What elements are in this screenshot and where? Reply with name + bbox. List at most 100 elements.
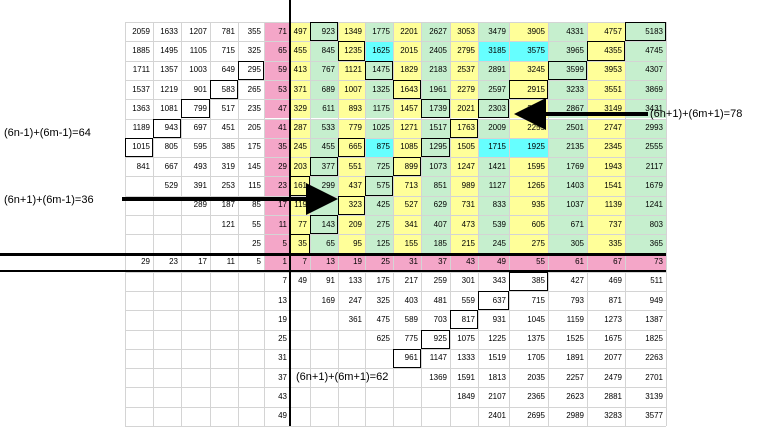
upper-cell: 1763	[450, 118, 478, 138]
lower-cell: 481	[433, 295, 447, 305]
upper-cell: 335	[587, 234, 625, 254]
upper-cell: 203	[290, 157, 310, 177]
lower-cell: 403	[404, 295, 418, 305]
upper-cell: 29	[264, 157, 290, 177]
upper-cell: 121	[221, 219, 235, 229]
upper-cell: 1357	[160, 65, 178, 75]
upper-cell: 3185	[478, 41, 509, 61]
upper-cell: 1325	[365, 79, 393, 100]
upper-cell: 155	[393, 234, 421, 254]
upper-cell: 841	[136, 161, 150, 171]
upper-cell: 473	[450, 215, 478, 235]
highlight-box	[450, 118, 478, 138]
upper-cell: 3599	[548, 60, 587, 80]
header-cell: 17	[198, 256, 207, 266]
upper-cell: 385	[221, 142, 235, 152]
lower-cell: 13	[278, 295, 287, 305]
upper-cell: 1007	[338, 79, 365, 100]
upper-cell: 71	[264, 22, 290, 42]
upper-cell: 697	[193, 123, 207, 133]
lower-cell: 475	[376, 314, 390, 324]
upper-cell: 3953	[587, 60, 625, 80]
upper-cell: 4757	[587, 22, 625, 42]
lower-cell: 1825	[645, 334, 663, 344]
header-cell: 61	[548, 253, 587, 270]
upper-cell: 1739	[421, 99, 450, 119]
upper-cell: 2183	[421, 60, 450, 80]
upper-cell: 1265	[509, 176, 548, 196]
highlight-box	[238, 60, 264, 80]
upper-cell: 5	[264, 234, 290, 254]
grid-line	[421, 22, 422, 426]
grid-line	[125, 290, 666, 292]
upper-cell: 1085	[393, 137, 421, 158]
upper-cell: 3233	[548, 79, 587, 100]
grid-line	[125, 310, 666, 312]
upper-cell: 1105	[189, 45, 207, 55]
lower-cell: 1891	[566, 353, 584, 363]
upper-cell: 1271	[393, 118, 421, 138]
upper-cell: 1127	[478, 176, 509, 196]
upper-cell: 2135	[548, 137, 587, 158]
upper-cell: 23	[264, 176, 290, 196]
upper-cell: 1595	[509, 157, 548, 177]
lower-cell: 37	[278, 372, 287, 382]
lower-cell: 7	[282, 276, 287, 286]
upper-cell: 205	[247, 123, 261, 133]
lower-cell: 925	[433, 334, 447, 344]
upper-cell: 2891	[478, 60, 509, 80]
upper-cell: 1715	[478, 137, 509, 158]
upper-cell: 551	[338, 157, 365, 177]
lower-cell: 511	[650, 276, 663, 286]
upper-cell: 1219	[160, 84, 178, 94]
upper-cell: 455	[310, 137, 338, 158]
highlight-box	[365, 176, 393, 196]
upper-cell: 341	[393, 215, 421, 235]
upper-cell: 689	[310, 79, 338, 100]
header-cell: 1	[264, 253, 290, 270]
lower-cell: 1849	[457, 392, 475, 402]
upper-cell: 1633	[160, 26, 178, 36]
upper-cell: 289	[193, 200, 207, 210]
grid-line	[125, 368, 666, 370]
upper-cell: 2303	[478, 99, 509, 119]
highlight-box	[181, 99, 210, 119]
lower-cell: 715	[531, 295, 545, 305]
upper-cell: 245	[290, 137, 310, 158]
upper-cell: 3575	[509, 41, 548, 61]
upper-cell: 4355	[587, 41, 625, 61]
lower-cell: 1333	[457, 353, 475, 363]
upper-cell: 1189	[132, 123, 150, 133]
lower-cell: 1375	[527, 334, 545, 344]
grid-line	[478, 22, 479, 426]
upper-cell: 583	[221, 84, 235, 94]
upper-cell: 2009	[478, 118, 509, 138]
upper-cell: 1505	[450, 137, 478, 158]
grid-line	[125, 176, 666, 178]
upper-cell: 923	[310, 22, 338, 42]
upper-cell: 1175	[365, 99, 393, 119]
upper-cell: 1829	[393, 60, 421, 80]
grid-line	[125, 118, 666, 120]
upper-cell: 737	[587, 215, 625, 235]
upper-cell: 1403	[548, 176, 587, 196]
upper-cell: 2627	[421, 22, 450, 42]
lower-cell: 1369	[429, 372, 447, 382]
grid-line	[125, 99, 666, 101]
lower-cell: 871	[608, 295, 622, 305]
upper-cell: 305	[548, 234, 587, 254]
upper-cell: 539	[478, 215, 509, 235]
lower-cell: 1075	[457, 334, 475, 344]
upper-cell: 3053	[450, 22, 478, 42]
upper-cell: 1475	[365, 60, 393, 80]
grid-line	[125, 329, 666, 331]
upper-cell: 391	[193, 181, 207, 191]
upper-cell: 575	[365, 176, 393, 196]
lower-cell: 1525	[566, 334, 584, 344]
upper-cell: 25	[252, 238, 261, 248]
lower-cell: 49	[278, 411, 287, 421]
upper-cell: 53	[264, 79, 290, 100]
highlight-box	[290, 234, 310, 254]
highlight-box	[625, 22, 666, 42]
upper-cell: 245	[478, 234, 509, 254]
